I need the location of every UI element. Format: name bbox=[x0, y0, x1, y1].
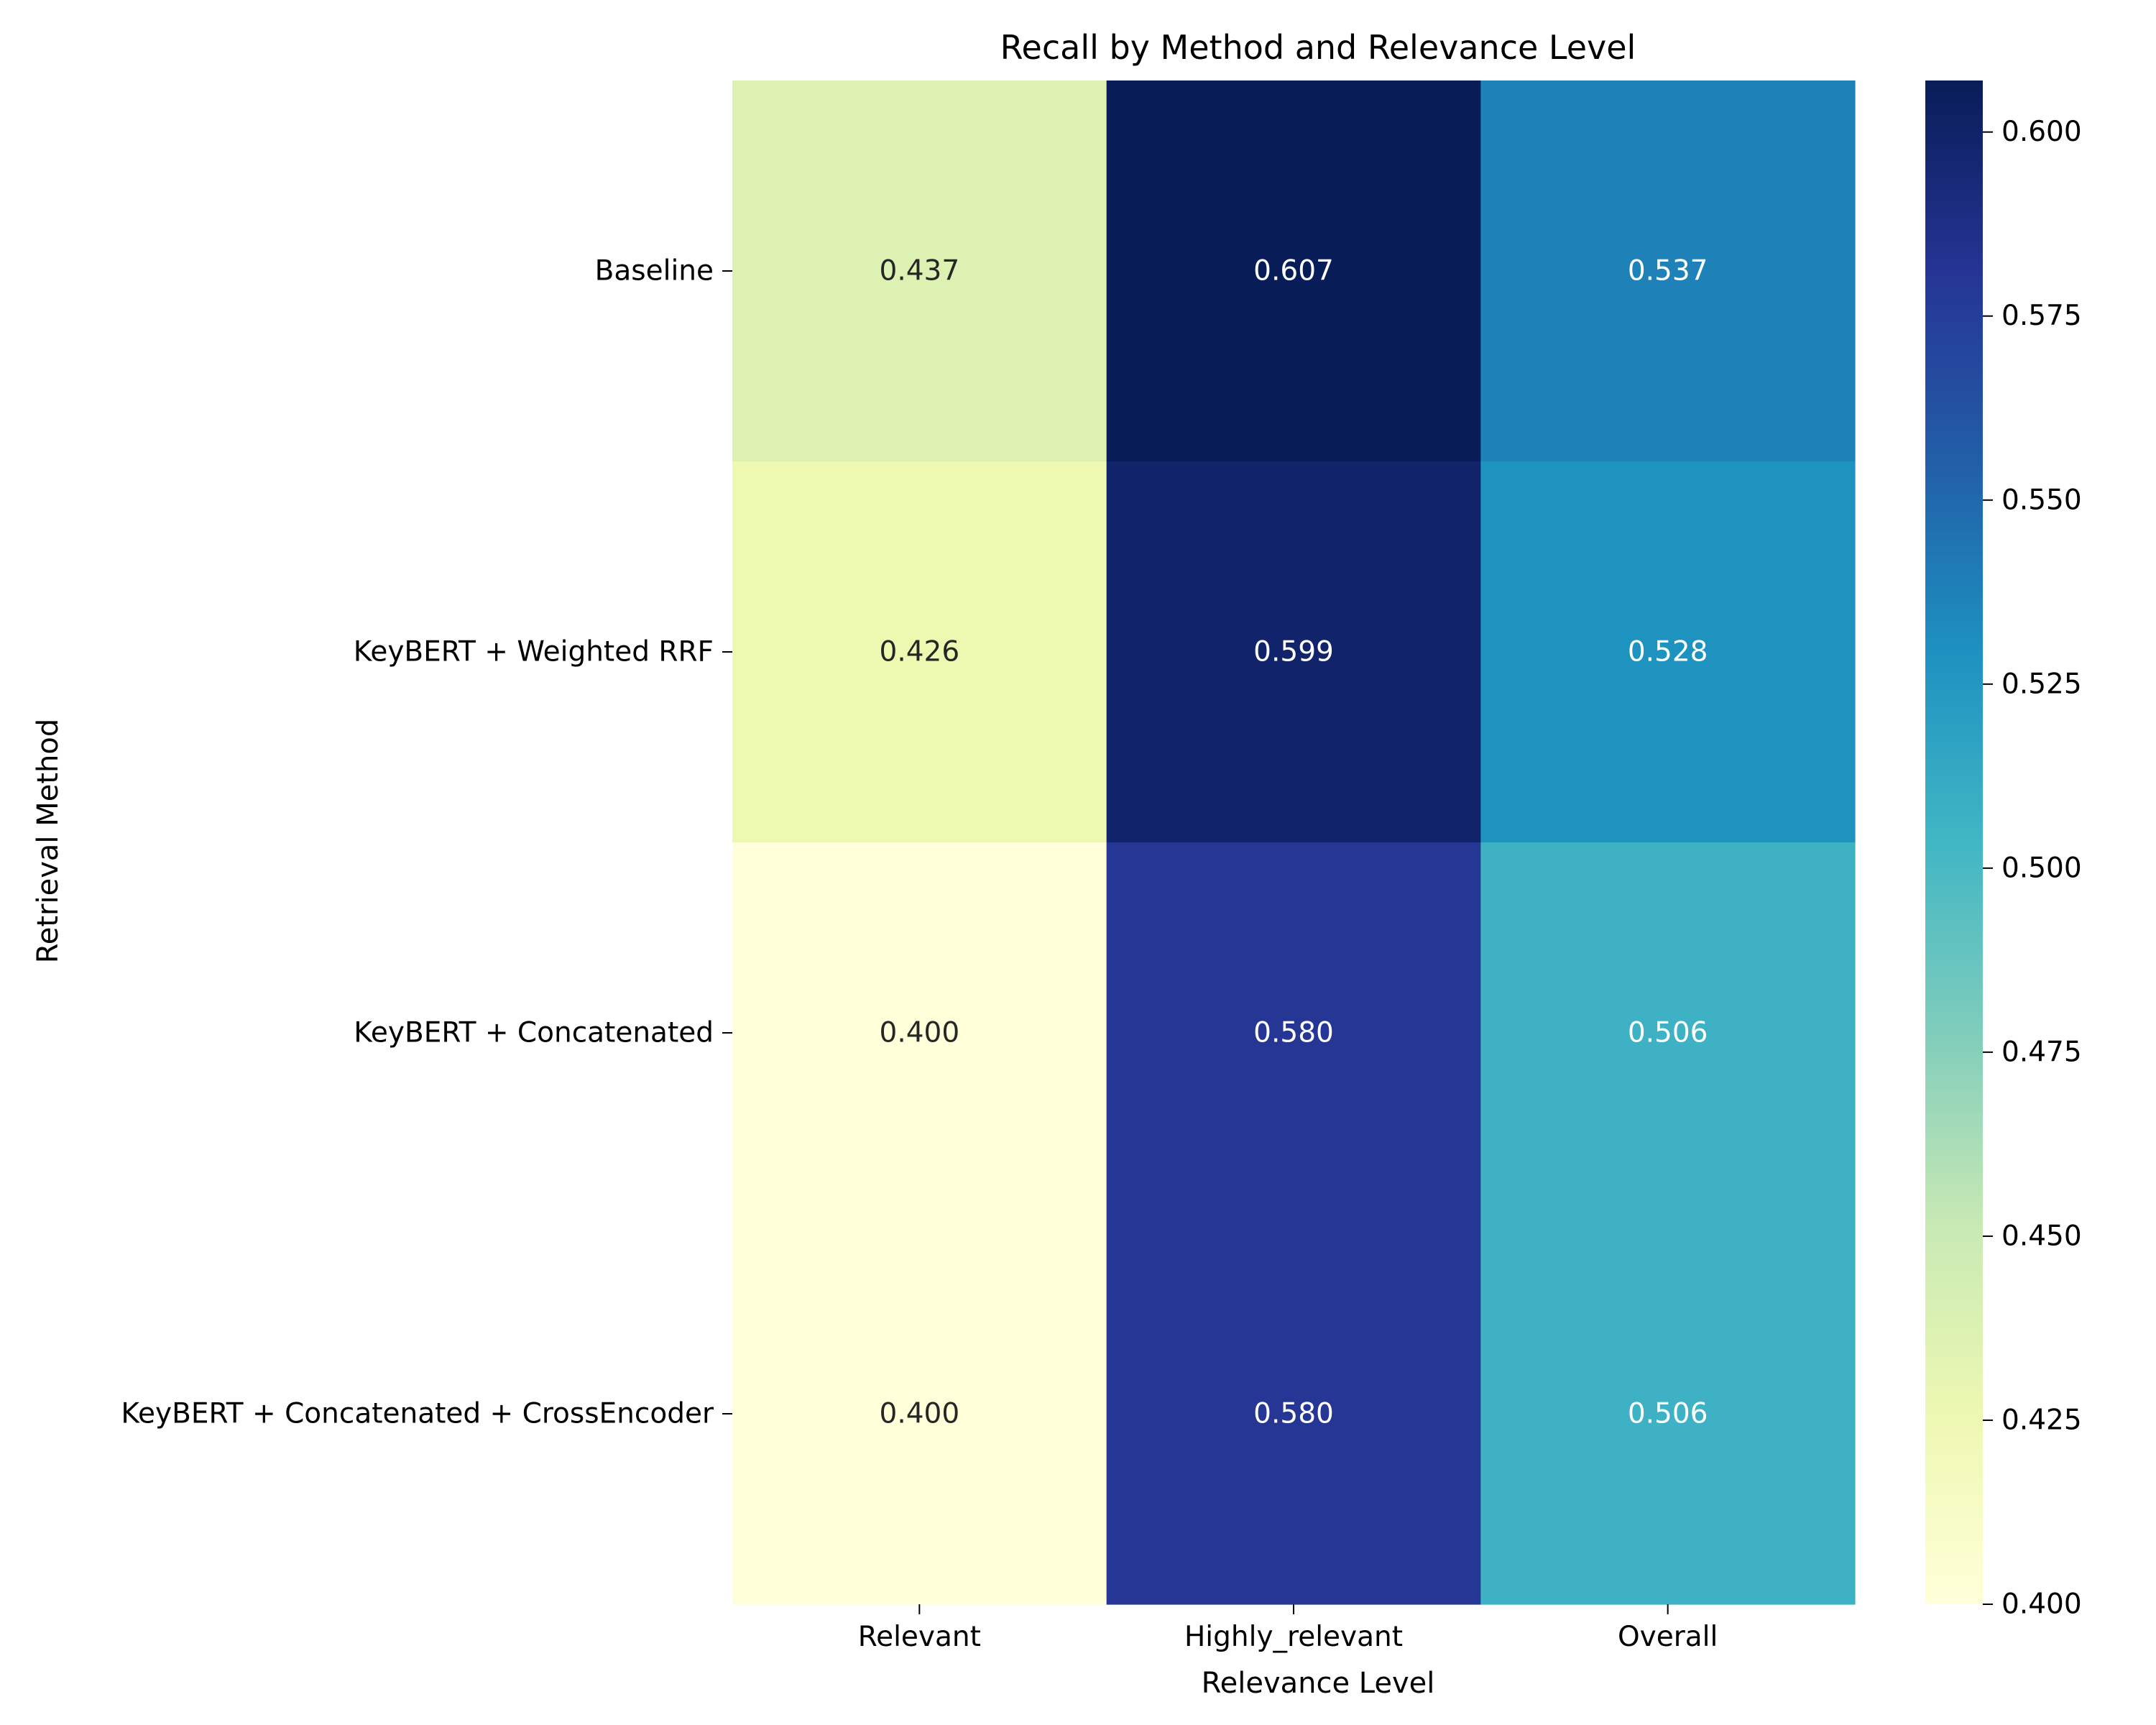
heatmap-cell bbox=[1106, 461, 1481, 843]
x-tick-label: Highly_relevant bbox=[1184, 1621, 1403, 1653]
colorbar-tick-label: 0.475 bbox=[2001, 1036, 2082, 1068]
heatmap-cells bbox=[732, 80, 1856, 1605]
y-tick-label: KeyBERT + Concatenated bbox=[354, 1017, 714, 1049]
cell-value-label: 0.437 bbox=[880, 255, 960, 288]
x-axis: Relevant Highly_relevant Overall bbox=[858, 1604, 1718, 1653]
heatmap-cell-labels: 0.437 0.607 0.537 0.426 0.599 0.528 0.400 0.580… bbox=[880, 255, 1708, 1430]
cell-value-label: 0.506 bbox=[1628, 1398, 1708, 1430]
colorbar-tick-label: 0.400 bbox=[2001, 1588, 2082, 1621]
heatmap-cell bbox=[1480, 842, 1856, 1224]
heatmap-cell bbox=[1106, 842, 1481, 1224]
colorbar-tick-label: 0.575 bbox=[2001, 300, 2082, 332]
y-tick-label: Baseline bbox=[595, 255, 714, 288]
heatmap-cell bbox=[1480, 80, 1856, 462]
colorbar-tick-label: 0.550 bbox=[2001, 484, 2082, 516]
cell-value-label: 0.580 bbox=[1253, 1017, 1334, 1049]
y-tick-label: KeyBERT + Concatenated + CrossEncoder bbox=[121, 1398, 714, 1430]
heatmap-cell bbox=[732, 80, 1107, 462]
x-axis-label: Relevance Level bbox=[1202, 1667, 1435, 1700]
heatmap-cell bbox=[1106, 80, 1481, 462]
cell-value-label: 0.400 bbox=[880, 1017, 960, 1049]
heatmap-cell bbox=[1480, 461, 1856, 843]
heatmap-cell bbox=[732, 842, 1107, 1224]
cell-value-label: 0.400 bbox=[880, 1398, 960, 1430]
cell-value-label: 0.537 bbox=[1628, 255, 1708, 288]
heatmap-cell bbox=[1480, 1223, 1856, 1605]
cell-value-label: 0.528 bbox=[1628, 636, 1708, 668]
colorbar-tick-label: 0.600 bbox=[2001, 116, 2082, 148]
colorbar-tick-label: 0.525 bbox=[2001, 668, 2082, 700]
heatmap-cell bbox=[1106, 1223, 1481, 1605]
colorbar-tick-label: 0.425 bbox=[2001, 1404, 2082, 1436]
colorbar-tick-label: 0.500 bbox=[2001, 852, 2082, 884]
colorbar-tick-label: 0.450 bbox=[2001, 1220, 2082, 1252]
y-axis-label: Retrieval Method bbox=[32, 719, 65, 964]
x-tick-label: Overall bbox=[1618, 1621, 1718, 1653]
cell-value-label: 0.599 bbox=[1253, 636, 1334, 668]
cell-value-label: 0.607 bbox=[1253, 255, 1334, 288]
cell-value-label: 0.426 bbox=[880, 636, 960, 668]
colorbar-gradient bbox=[1925, 80, 1983, 1604]
cell-value-label: 0.580 bbox=[1253, 1398, 1334, 1430]
y-axis: Baseline KeyBERT + Weighted RRF KeyBERT + … bbox=[121, 255, 732, 1430]
chart-title: Recall by Method and Relevance Level bbox=[1000, 28, 1636, 67]
heatmap-cell bbox=[732, 1223, 1107, 1605]
x-tick-label: Relevant bbox=[858, 1621, 981, 1653]
cell-value-label: 0.506 bbox=[1628, 1017, 1708, 1049]
heatmap-cell bbox=[732, 461, 1107, 843]
colorbar: 0.400 0.425 0.450 0.475 0.500 0.525 0.550 0.575… bbox=[1925, 80, 2082, 1621]
y-tick-label: KeyBERT + Weighted RRF bbox=[354, 636, 714, 668]
